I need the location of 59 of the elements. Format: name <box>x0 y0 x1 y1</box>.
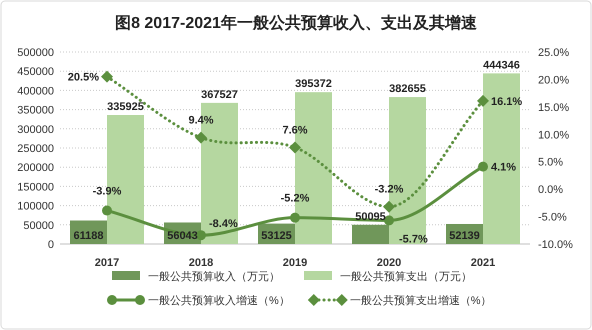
x-tick-label: 2019 <box>282 257 308 269</box>
point <box>101 70 113 83</box>
x-tick-label: 2021 <box>470 257 496 269</box>
data-label: -3.2% <box>374 184 404 196</box>
y-tick-label: 150000 <box>17 181 54 194</box>
y-tick-label: 100000 <box>17 200 54 213</box>
legend-label: 一般公共预算收入增速（%） <box>148 294 290 307</box>
point <box>384 215 394 226</box>
data-label: 7.6% <box>282 124 308 136</box>
data-label: 444346 <box>483 59 520 72</box>
y2-tick-label: 25.0% <box>538 47 570 59</box>
y2-tick-label: 0.0% <box>538 184 564 196</box>
y2-tick-label: -10.0% <box>538 239 574 251</box>
x-tick-label: 2018 <box>188 257 214 269</box>
data-label: 9.4% <box>188 114 214 127</box>
y2-tick-label: 10.0% <box>538 129 570 142</box>
data-label: 16.1% <box>491 96 522 108</box>
data-label: 56043 <box>167 230 198 242</box>
data-label: 395372 <box>295 78 332 90</box>
point <box>195 132 207 144</box>
y-tick-label: 400000 <box>17 85 54 98</box>
y-tick-label: 450000 <box>17 66 54 78</box>
data-label: -5.7% <box>399 233 428 246</box>
y-tick-label: 250000 <box>17 143 54 155</box>
y2-tick-label: 5.0% <box>538 156 564 169</box>
point <box>102 206 112 216</box>
data-label: 53125 <box>261 230 292 242</box>
y-tick-label: 350000 <box>17 104 54 117</box>
point <box>289 141 301 154</box>
y-tick-label: 50000 <box>23 220 54 232</box>
y-tick-label: 500000 <box>17 47 54 59</box>
y2-tick-label: 20.0% <box>538 74 570 86</box>
legend-label: 一般公共预算支出（万元） <box>340 270 472 283</box>
data-label: 335925 <box>107 101 144 114</box>
bar <box>483 73 520 244</box>
data-label: 52139 <box>449 230 480 242</box>
point <box>477 94 489 107</box>
bar <box>352 224 389 244</box>
x-tick-label: 2017 <box>94 257 120 269</box>
x-tick-label: 2020 <box>376 257 402 269</box>
chart-title: 图8 2017-2021年一般公共预算收入、支出及其增速 <box>115 14 478 32</box>
legend-label: 一般公共预算收入（万元） <box>148 270 280 283</box>
data-label: 61188 <box>74 230 104 242</box>
y-tick-label: 200000 <box>17 162 54 174</box>
data-label: 367527 <box>201 88 238 101</box>
y-tick-label: 0 <box>48 239 54 251</box>
data-label: 4.1% <box>491 162 516 174</box>
point <box>290 212 300 223</box>
data-label: 382655 <box>389 83 426 96</box>
data-label: -3.9% <box>92 186 122 198</box>
y2-tick-label: -5.0% <box>538 212 567 224</box>
y2-tick-label: 15.0% <box>538 102 570 114</box>
legend-label: 一般公共预算支出增速（%） <box>350 294 492 307</box>
point <box>478 162 488 172</box>
y-tick-label: 300000 <box>17 124 54 136</box>
data-label: -8.4% <box>209 218 238 230</box>
data-label: -5.2% <box>280 192 310 205</box>
data-label: 20.5% <box>68 72 100 84</box>
point <box>383 200 395 213</box>
